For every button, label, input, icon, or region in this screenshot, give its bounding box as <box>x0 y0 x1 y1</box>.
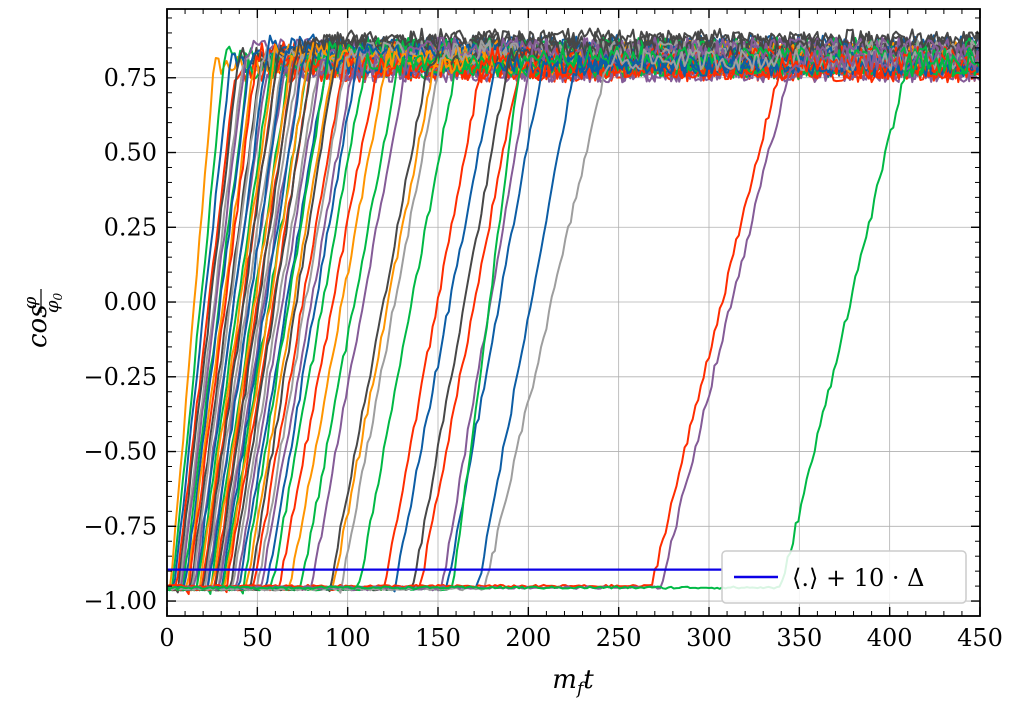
x-tick-label: 200 <box>505 624 551 652</box>
series-line-27 <box>167 60 980 590</box>
x-tick-label: 100 <box>325 624 371 652</box>
series-line-44 <box>167 57 980 592</box>
y-axis-label-denominator: φ0 <box>42 293 65 314</box>
x-tick-label: 400 <box>867 624 913 652</box>
y-tick-label: 0.50 <box>104 139 157 167</box>
y-tick-label: −0.25 <box>83 363 157 391</box>
y-tick-label: −0.50 <box>83 438 157 466</box>
y-tick-label: 0.00 <box>104 288 157 316</box>
x-tick-label: 0 <box>159 624 174 652</box>
series-layer <box>167 27 980 596</box>
series-line-63 <box>167 51 980 590</box>
x-tick-label: 150 <box>415 624 461 652</box>
x-tick-label: 50 <box>242 624 273 652</box>
x-tick-label: 250 <box>596 624 642 652</box>
y-tick-label: 0.25 <box>104 213 157 241</box>
legend: ⟨.⟩ + 10 · Δ <box>721 550 967 604</box>
grid-layer <box>167 9 980 616</box>
y-tick-label: 0.75 <box>104 64 157 92</box>
x-tick-label: 300 <box>686 624 732 652</box>
tick-label-layer: 0 50 100 150 200 250 300 350 400 450 −1.00 −0.75 −0.… <box>83 64 1002 652</box>
y-tick-label: −0.75 <box>83 512 157 540</box>
series-line-56 <box>167 42 980 592</box>
y-axis-label-main: cos <box>23 304 53 348</box>
plot-frame <box>166 8 981 617</box>
y-tick-label: −1.00 <box>83 587 157 615</box>
y-axis-label-numerator: φ <box>20 296 41 309</box>
legend-label: ⟨.⟩ + 10 · Δ <box>792 564 924 592</box>
tick-layer <box>166 9 981 617</box>
x-tick-label: 450 <box>957 624 1003 652</box>
x-axis-label: mft <box>552 665 594 699</box>
y-axis-label: cos φ φ0 <box>20 289 65 348</box>
legend-box <box>721 550 967 604</box>
x-tick-label: 350 <box>776 624 822 652</box>
